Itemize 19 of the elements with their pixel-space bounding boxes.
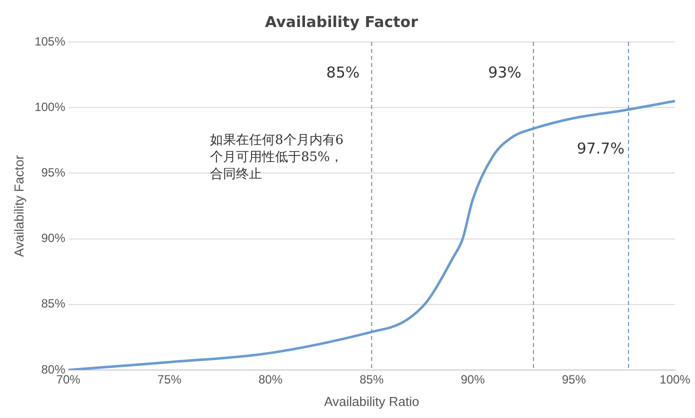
ref-line-label: 93%	[488, 63, 522, 82]
annotation: 如果在任何8个月内有6个月可用性低于85%，合同终止	[210, 132, 345, 183]
y-tick-label: 85%	[41, 296, 66, 311]
chart-title: Availability Factor	[265, 12, 419, 31]
x-tick-label: 100%	[660, 372, 691, 387]
ref-line-label: 85%	[326, 63, 360, 82]
y-tick-label: 90%	[41, 231, 66, 246]
y-tick-label: 95%	[41, 166, 66, 180]
x-tick-label: 80%	[258, 372, 283, 387]
x-tick-label: 85%	[360, 372, 384, 387]
x-axis-title: Availability Ratio	[324, 394, 420, 409]
line-series	[68, 100, 675, 370]
x-tick-label: 90%	[460, 372, 486, 387]
y-axis-title: Availability Factor	[11, 154, 26, 257]
y-tick-label: 100%	[34, 100, 66, 114]
x-tick-label: 95%	[562, 372, 586, 387]
y-tick-label: 105%	[34, 34, 66, 48]
x-tick-label: 75%	[157, 372, 182, 387]
ref-line-label: 97.7%	[576, 140, 624, 158]
